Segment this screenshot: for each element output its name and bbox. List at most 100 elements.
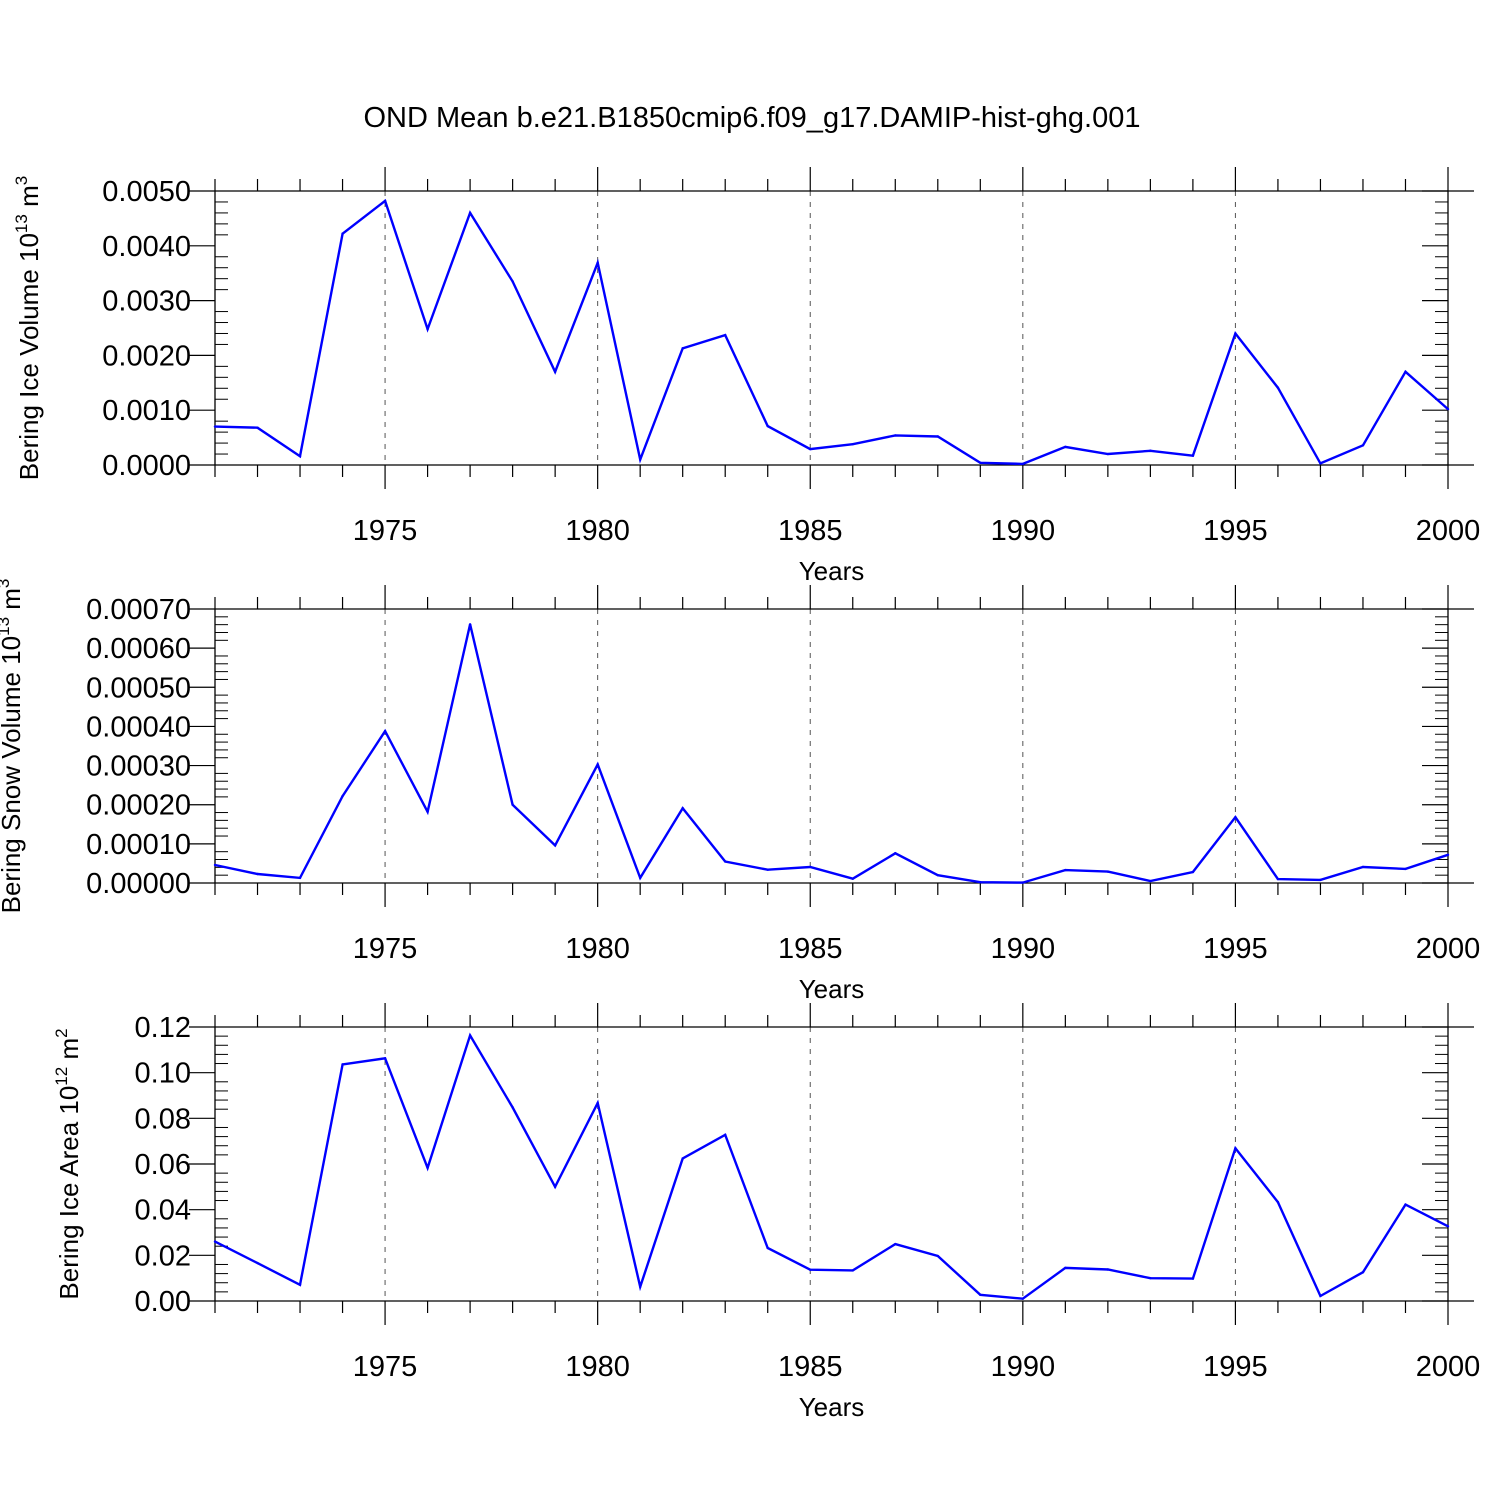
y-tick-label: 0.08 [135,1103,191,1135]
x-tick-label: 2000 [1416,1351,1481,1383]
x-tick-label: 2000 [1416,515,1481,547]
data-point [256,1261,259,1265]
x-tick-label: 1990 [991,515,1056,547]
data-point [638,876,642,880]
data-point [383,199,387,203]
y-tick-label: 0.00000 [86,868,191,900]
data-point [1021,462,1025,466]
data-point [213,425,217,428]
y-tick-label: 0.12 [135,1012,191,1044]
y-tick-label: 0.00030 [86,751,191,783]
data-point [766,868,769,871]
data-point [894,434,897,437]
data-point [256,872,259,876]
data-point [1276,877,1280,881]
data-point [511,280,514,283]
x-tick-label: 1980 [565,515,630,547]
data-point [383,1057,387,1060]
data-point [468,1034,472,1037]
data-point [1361,865,1365,869]
data-point [468,623,472,626]
data-point [1234,332,1237,335]
data-point [638,458,642,461]
y-tick-label: 0.0040 [102,231,191,263]
x-tick-label: 1985 [778,515,843,547]
data-point [979,1293,982,1297]
data-point [1064,445,1067,449]
chart-panel-2: 0.00000 0.00010 0.00020 0.00030 0.00040 0.000… [0,579,1480,1004]
data-point [1404,867,1407,871]
x-tick-label: 1975 [353,933,418,965]
data-point [1149,879,1152,883]
data-point [681,1157,684,1160]
data-point [553,1185,557,1189]
x-axis-label: Years [799,974,865,1004]
data-point [1276,386,1280,389]
data-point [724,860,727,863]
data-point [256,426,259,429]
data-point [1276,1200,1280,1204]
data-point [809,447,812,451]
data-point [596,763,599,766]
data-point [298,876,302,880]
panels: 0.0000 0.0010 0.0020 0.0030 0.0040 0.0050 1975… [0,167,1480,1422]
y-tick-label: 0.00040 [86,711,191,743]
data-point [1064,1266,1067,1270]
series-line [214,624,1449,884]
data-point [894,852,897,855]
data-point [724,333,727,337]
data-point [341,794,344,798]
data-point [638,1285,642,1289]
data-point [851,877,854,880]
y-tick-label: 0.00 [135,1286,191,1318]
y-axis-label: Bering Snow Volume 1013 m3 [0,579,26,914]
x-axis-label: Years [799,1392,865,1422]
figure-title: OND Mean b.e21.B1850cmip6.f09_g17.DAMIP-… [364,102,1141,134]
data-point [979,461,982,465]
data-point [383,729,387,733]
data-point [341,232,344,235]
y-axis-label: Bering Ice Volume 1013 m3 [12,176,44,480]
y-tick-label: 0.00010 [86,829,191,861]
x-tick-label: 1980 [565,1351,630,1383]
data-point [1446,853,1450,857]
x-tick-label: 1985 [778,933,843,965]
y-tick-label: 0.0000 [102,450,191,482]
data-point [1361,444,1365,447]
data-point [1319,462,1322,465]
x-tick-label: 1995 [1203,515,1268,547]
data-point [1446,407,1450,411]
data-point [298,1283,302,1286]
y-tick-label: 0.10 [135,1058,191,1090]
data-point [1149,1276,1152,1280]
data-point [1106,1268,1110,1271]
data-point [1361,1271,1365,1274]
data-point [341,1063,344,1066]
y-tick-label: 0.00070 [86,594,191,626]
data-point [1404,1203,1407,1206]
data-point [936,873,939,877]
y-tick-label: 0.00060 [86,633,191,665]
y-tick-label: 0.0030 [102,286,191,318]
y-tick-label: 0.04 [135,1195,191,1227]
data-point [724,1133,727,1136]
x-axis-label: Years [799,556,865,586]
data-point [511,1106,514,1109]
data-point [809,1268,812,1271]
data-point [468,211,472,215]
data-point [426,810,429,813]
data-point [936,1254,939,1258]
data-point [681,347,684,350]
data-point [1191,870,1195,874]
data-point [681,807,684,810]
data-point [213,1240,217,1243]
data-point [809,865,812,869]
y-tick-label: 0.06 [135,1149,191,1181]
x-tick-label: 1980 [565,933,630,965]
data-point [426,1166,429,1170]
chart-panel-1: 0.0000 0.0010 0.0020 0.0030 0.0040 0.0050 1975… [12,167,1480,586]
y-tick-label: 0.0020 [102,340,191,372]
data-point [894,1242,897,1246]
data-point [1319,878,1322,882]
